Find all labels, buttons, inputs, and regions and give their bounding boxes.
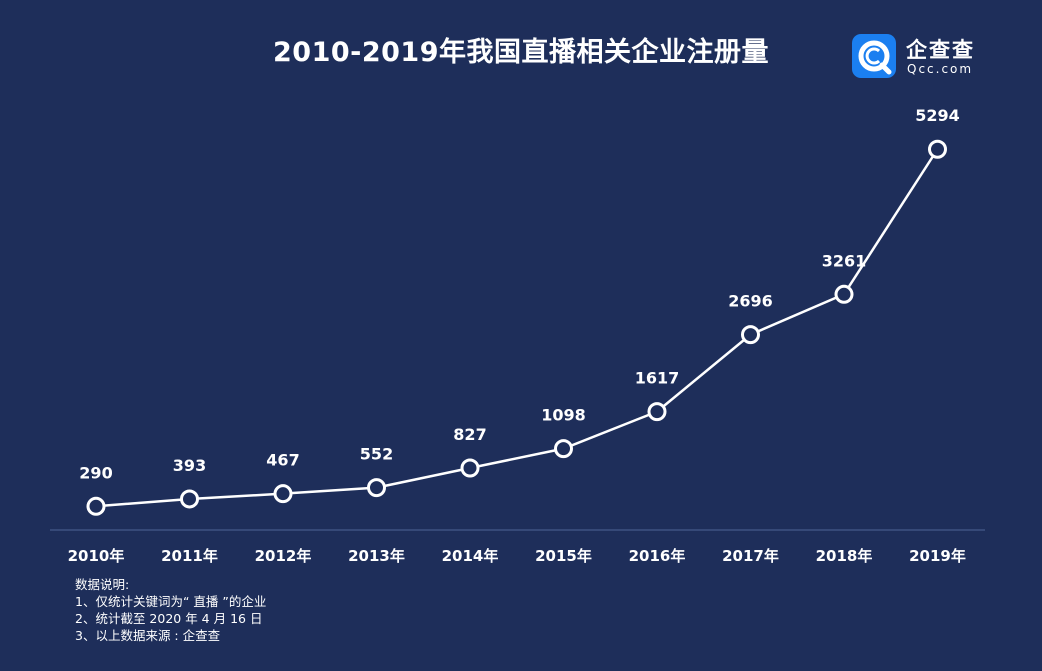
notes-line-1: 1、仅统计关键词为“ 直播 ”的企业 — [75, 594, 267, 609]
logo-text-en: Qcc.com — [907, 62, 974, 76]
data-point-2013年 — [367, 478, 386, 498]
x-tick-label-2019年: 2019年 — [909, 547, 966, 565]
data-point-2016年 — [647, 402, 667, 422]
data-point-2012年 — [273, 484, 293, 504]
data-label-2017年: 2696 — [728, 292, 773, 311]
data-label-2019年: 5294 — [915, 106, 960, 125]
data-label-2014年: 827 — [453, 425, 486, 444]
qcc-logo: 企查查 Qcc.com — [852, 34, 1002, 84]
data-label-2018年: 3261 — [822, 251, 867, 270]
data-label-2016年: 1617 — [635, 369, 680, 388]
logo-text-cn: 企查查 — [906, 38, 975, 62]
notes-heading: 数据说明: — [75, 577, 130, 592]
data-label-2015年: 1098 — [541, 406, 586, 425]
data-label-2011年: 393 — [173, 456, 206, 475]
qcc-logo-icon — [852, 34, 896, 78]
x-tick-label-2015年: 2015年 — [535, 547, 592, 565]
x-tick-label-2012年: 2012年 — [255, 547, 312, 565]
x-tick-label-2011年: 2011年 — [161, 547, 218, 565]
data-point-2019年 — [928, 139, 947, 159]
data-label-2012年: 467 — [266, 451, 299, 470]
data-point-2011年 — [180, 489, 199, 509]
notes-line-2: 2、统计截至 2020 年 4 月 16 日 — [75, 611, 263, 626]
series-line — [95, 148, 939, 508]
data-label-2013年: 552 — [360, 445, 393, 464]
x-tick-label-2016年: 2016年 — [629, 547, 686, 565]
x-tick-label-2013年: 2013年 — [348, 547, 405, 565]
data-point-2017年 — [741, 325, 760, 345]
data-point-2015年 — [554, 439, 573, 459]
chart-title: 2010-2019年我国直播相关企业注册量 — [273, 37, 769, 68]
notes-line-3: 3、以上数据来源 : 企查查 — [75, 628, 221, 643]
data-point-2010年 — [86, 496, 106, 516]
x-tick-label-2017年: 2017年 — [722, 547, 779, 565]
x-tick-label-2018年: 2018年 — [816, 547, 873, 565]
data-point-2014年 — [460, 458, 480, 478]
data-notes: 数据说明: 1、仅统计关键词为“ 直播 ”的企业 2、统计截至 2020 年 4… — [75, 576, 266, 644]
x-tick-label-2010年: 2010年 — [68, 547, 125, 565]
x-tick-label-2014年: 2014年 — [442, 547, 499, 565]
data-point-2018年 — [834, 284, 854, 304]
data-label-2010年: 290 — [79, 463, 112, 482]
